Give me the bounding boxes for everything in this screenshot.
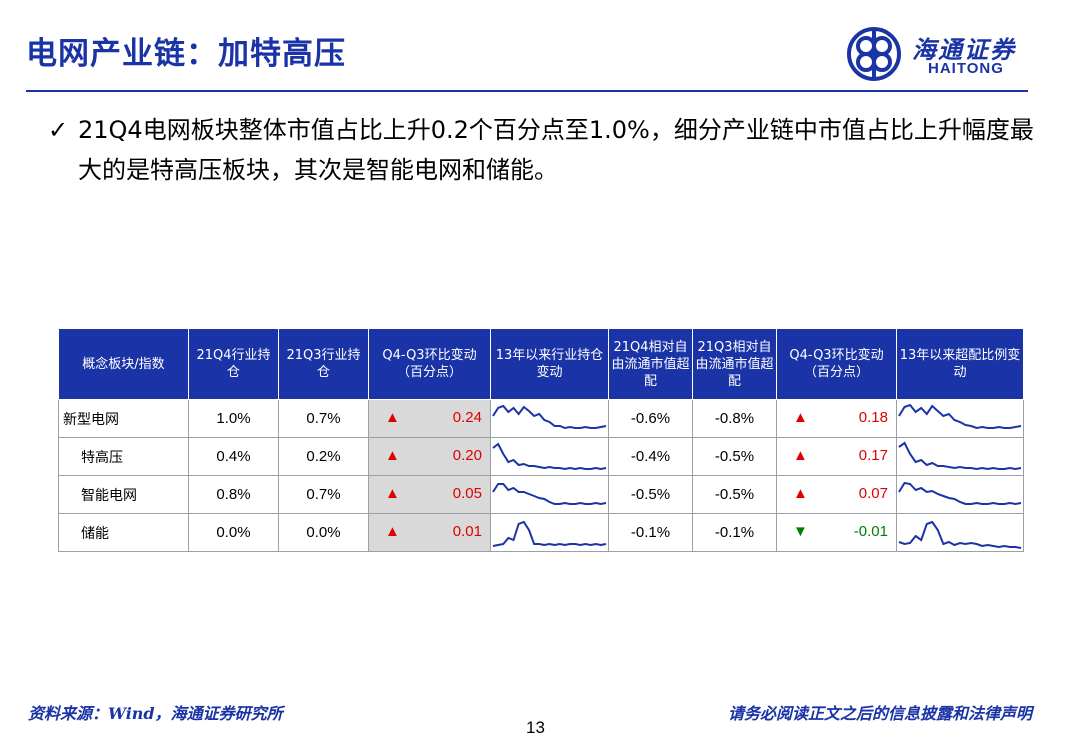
table-row: 新型电网 1.0% 0.7% ▲ 0.24 -0.6% -0.8% ▲ 0.18 bbox=[58, 399, 1024, 438]
table-header-row: 概念板块/指数 21Q4行业持仓 21Q3行业持仓 Q4-Q3环比变动（百分点）… bbox=[58, 328, 1024, 400]
col-header-holding-trend: 13年以来行业持仓变动 bbox=[490, 328, 609, 400]
sparkline-path bbox=[898, 520, 1022, 549]
overweight-sparkline bbox=[896, 513, 1024, 552]
summary-bullet: ✓ 21Q4电网板块整体市值占比上升0.2个百分点至1.0%，细分产业链中市值占… bbox=[48, 110, 1048, 190]
summary-text: 21Q4电网板块整体市值占比上升0.2个百分点至1.0%，细分产业链中市值占比上… bbox=[78, 116, 1034, 184]
legal-disclaimer: 请务必阅读正文之后的信息披露和法律声明 bbox=[727, 704, 1032, 723]
overweight-change-cell: ▼ -0.01 bbox=[776, 513, 897, 552]
sector-name: 智能电网 bbox=[58, 475, 189, 514]
holding-change-cell: ▲ 0.05 bbox=[368, 475, 491, 514]
up-arrow-icon: ▲ bbox=[793, 485, 808, 502]
q3-holding: 0.7% bbox=[278, 399, 369, 438]
q3-overweight: -0.5% bbox=[692, 437, 777, 476]
overweight-change-cell: ▲ 0.07 bbox=[776, 475, 897, 514]
q3-overweight: -0.1% bbox=[692, 513, 777, 552]
sparkline-path bbox=[898, 403, 1022, 430]
holding-sparkline bbox=[490, 399, 609, 438]
holding-change-cell: ▲ 0.24 bbox=[368, 399, 491, 438]
down-arrow-icon: ▼ bbox=[793, 523, 808, 540]
holding-change-cell: ▲ 0.20 bbox=[368, 437, 491, 476]
q4-overweight: -0.5% bbox=[608, 475, 693, 514]
col-header-q4-overweight: 21Q4相对自由流通市值超配 bbox=[608, 328, 693, 400]
col-header-holding-change: Q4-Q3环比变动（百分点） bbox=[368, 328, 491, 400]
q3-overweight: -0.8% bbox=[692, 399, 777, 438]
overweight-change-value: 0.17 bbox=[858, 447, 888, 464]
q4-holding: 0.8% bbox=[188, 475, 279, 514]
holding-change-cell: ▲ 0.01 bbox=[368, 513, 491, 552]
q4-holding: 0.4% bbox=[188, 437, 279, 476]
col-header-q4-holding: 21Q4行业持仓 bbox=[188, 328, 279, 400]
overweight-change-value: 0.18 bbox=[858, 409, 888, 426]
sector-name: 储能 bbox=[58, 513, 189, 552]
sparkline-path bbox=[492, 442, 607, 471]
overweight-sparkline bbox=[896, 399, 1024, 438]
table-row: 储能 0.0% 0.0% ▲ 0.01 -0.1% -0.1% ▼ -0.01 bbox=[58, 513, 1024, 552]
q4-holding: 0.0% bbox=[188, 513, 279, 552]
holding-change-value: 0.01 bbox=[452, 523, 482, 540]
up-arrow-icon: ▲ bbox=[385, 485, 400, 502]
col-header-sector: 概念板块/指数 bbox=[58, 328, 189, 400]
q4-holding: 1.0% bbox=[188, 399, 279, 438]
holding-change-value: 0.05 bbox=[452, 485, 482, 502]
overweight-change-value: 0.07 bbox=[858, 485, 888, 502]
overweight-change-cell: ▲ 0.17 bbox=[776, 437, 897, 476]
title-divider bbox=[26, 90, 1028, 92]
sparkline-path bbox=[898, 481, 1022, 506]
up-arrow-icon: ▲ bbox=[793, 409, 808, 426]
sector-name: 特高压 bbox=[58, 437, 189, 476]
q4-overweight: -0.1% bbox=[608, 513, 693, 552]
logo-english-text: HAITONG bbox=[928, 60, 1004, 77]
col-header-q3-holding: 21Q3行业持仓 bbox=[278, 328, 369, 400]
col-header-overweight-change: Q4-Q3环比变动（百分点） bbox=[776, 328, 897, 400]
q4-overweight: -0.4% bbox=[608, 437, 693, 476]
q4-overweight: -0.6% bbox=[608, 399, 693, 438]
overweight-change-cell: ▲ 0.18 bbox=[776, 399, 897, 438]
holding-change-value: 0.24 bbox=[452, 409, 482, 426]
up-arrow-icon: ▲ bbox=[385, 409, 400, 426]
up-arrow-icon: ▲ bbox=[793, 447, 808, 464]
col-header-q3-overweight: 21Q3相对自由流通市值超配 bbox=[692, 328, 777, 400]
up-arrow-icon: ▲ bbox=[385, 523, 400, 540]
sector-name: 新型电网 bbox=[58, 399, 189, 438]
holding-sparkline bbox=[490, 513, 609, 552]
sparkline-path bbox=[898, 441, 1022, 471]
holding-sparkline bbox=[490, 437, 609, 476]
col-header-overweight-trend: 13年以来超配比例变动 bbox=[896, 328, 1024, 400]
up-arrow-icon: ▲ bbox=[385, 447, 400, 464]
overweight-sparkline bbox=[896, 437, 1024, 476]
holdings-table: 概念板块/指数 21Q4行业持仓 21Q3行业持仓 Q4-Q3环比变动（百分点）… bbox=[58, 328, 1024, 552]
haitong-emblem-icon bbox=[847, 27, 901, 81]
table-row: 特高压 0.4% 0.2% ▲ 0.20 -0.4% -0.5% ▲ 0.17 bbox=[58, 437, 1024, 476]
q3-holding: 0.7% bbox=[278, 475, 369, 514]
page-title: 电网产业链：加特高压 bbox=[26, 36, 346, 72]
source-note: 资料来源：Wind，海通证券研究所 bbox=[28, 704, 283, 723]
q3-holding: 0.2% bbox=[278, 437, 369, 476]
sparkline-path bbox=[492, 520, 607, 547]
haitong-logo: 海通证券 HAITONG bbox=[846, 26, 1046, 86]
table-row: 智能电网 0.8% 0.7% ▲ 0.05 -0.5% -0.5% ▲ 0.07 bbox=[58, 475, 1024, 514]
overweight-change-value: -0.01 bbox=[853, 523, 888, 540]
checkmark-icon: ✓ bbox=[48, 116, 69, 144]
holding-sparkline bbox=[490, 475, 609, 514]
overweight-sparkline bbox=[896, 475, 1024, 514]
q3-overweight: -0.5% bbox=[692, 475, 777, 514]
page-number: 13 bbox=[526, 718, 545, 737]
holding-change-value: 0.20 bbox=[452, 447, 482, 464]
sparkline-path bbox=[492, 404, 607, 430]
sparkline-path bbox=[492, 483, 607, 506]
q3-holding: 0.0% bbox=[278, 513, 369, 552]
logo-chinese-text: 海通证券 bbox=[912, 35, 1016, 64]
